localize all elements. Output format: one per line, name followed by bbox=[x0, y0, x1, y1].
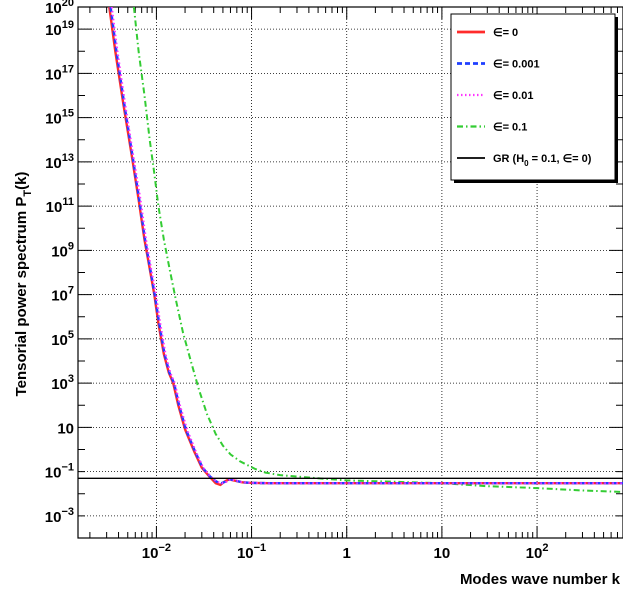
series-lines bbox=[78, 7, 623, 493]
y-tick-label: 109 bbox=[51, 240, 74, 260]
legend: ∈= 0 ∈= 0.001 ∈= 0.01 ∈= 0.1 GR (H0 = 0.1, ∈… bbox=[450, 13, 618, 183]
legend-label: ∈= 0.01 bbox=[493, 90, 533, 102]
legend-box bbox=[450, 13, 616, 181]
y-tick-label: 103 bbox=[51, 373, 74, 393]
y-axis-title: Tensorial power spectrum PT(k) bbox=[13, 172, 34, 397]
axis-ticks bbox=[78, 6, 623, 539]
x-tick-label: 10 bbox=[434, 545, 451, 562]
y-tick-label: 1019 bbox=[45, 19, 74, 39]
legend-label: ∈= 0 bbox=[493, 27, 518, 39]
y-tick-label: 1015 bbox=[45, 108, 74, 128]
x-tick-label: 10−2 bbox=[142, 542, 171, 562]
legend-label: ∈= 0.1 bbox=[493, 122, 527, 134]
legend-label: GR (H0 = 0.1, ∈= 0) bbox=[493, 153, 592, 168]
y-tick-label: 1020 bbox=[45, 0, 74, 17]
x-tick-label: 1 bbox=[343, 545, 351, 562]
series-line bbox=[109, 7, 623, 485]
y-tick-label: 1013 bbox=[45, 152, 74, 172]
y-tick-label: 1017 bbox=[45, 63, 74, 83]
y-tick-label: 1011 bbox=[46, 196, 74, 216]
y-tick-label: 105 bbox=[51, 329, 74, 349]
x-tick-label: 102 bbox=[526, 542, 549, 562]
y-tick-label: 107 bbox=[51, 285, 74, 305]
grid-lines bbox=[78, 7, 623, 538]
x-tick-label: 10−1 bbox=[237, 542, 266, 562]
y-tick-label: 10 bbox=[57, 420, 74, 437]
x-axis-title: Modes wave number k bbox=[460, 571, 621, 588]
y-tick-label: 10−1 bbox=[45, 462, 74, 482]
series-line bbox=[110, 7, 623, 485]
y-tick-label: 10−3 bbox=[45, 506, 74, 526]
legend-label: ∈= 0.001 bbox=[493, 59, 540, 71]
